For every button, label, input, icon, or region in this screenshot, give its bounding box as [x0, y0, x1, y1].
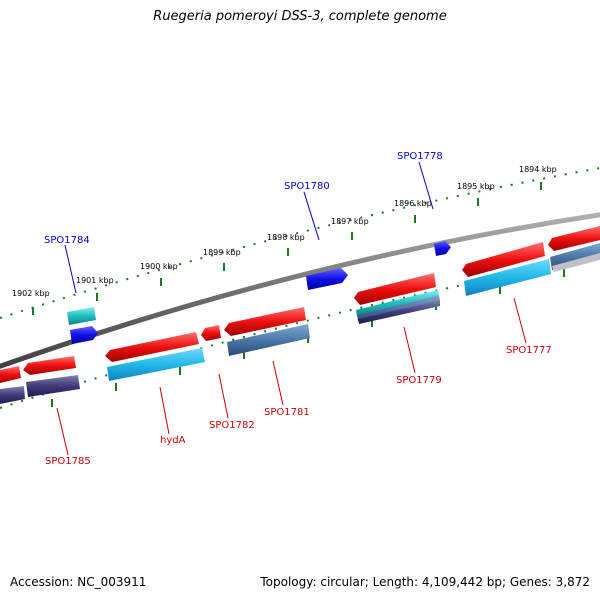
gene-label-spo1784[interactable]: SPO1784	[44, 235, 90, 246]
scale-label-1901: 1901 kbp	[76, 276, 114, 285]
cds-band[interactable]	[67, 307, 96, 325]
scale-label-1898: 1898 kbp	[267, 233, 305, 242]
gene-label-spo1778[interactable]: SPO1778	[397, 151, 443, 162]
cds-band[interactable]	[107, 348, 205, 381]
cds-band[interactable]	[0, 386, 25, 404]
gene-label-spo1782[interactable]: SPO1782	[209, 420, 255, 431]
scale-label-1896: 1896 kbp	[394, 199, 432, 208]
gene-arrow-forward[interactable]	[434, 241, 451, 256]
genome-summary: Topology: circular; Length: 4,109,442 bp…	[260, 575, 590, 589]
cds-band[interactable]	[227, 324, 310, 356]
forward-gene-features	[67, 241, 451, 344]
gene-arrow-reverse[interactable]	[354, 273, 436, 305]
cds-features	[0, 243, 600, 404]
gene-arrow-reverse[interactable]	[23, 356, 76, 375]
gene-arrow-reverse[interactable]	[0, 366, 21, 383]
map-title: Ruegeria pomeroyi DSS-3, complete genome	[153, 9, 447, 24]
label-leaders	[56, 161, 527, 456]
gene-label-spo1777[interactable]: SPO1777	[506, 345, 552, 356]
accession-label: Accession: NC_003911	[10, 575, 147, 589]
scale-label-1900: 1900 kbp	[140, 262, 178, 271]
gene-arrow-reverse[interactable]	[201, 325, 221, 341]
major-ticks	[32, 182, 565, 407]
cds-band[interactable]	[464, 259, 551, 296]
scale-label-1902: 1902 kbp	[12, 289, 50, 298]
gene-label-hyda[interactable]: hydA	[160, 435, 186, 446]
scale-label-1894: 1894 kbp	[519, 165, 557, 174]
gene-label-spo1779[interactable]: SPO1779	[396, 375, 442, 386]
cds-band[interactable]	[552, 253, 600, 272]
gene-label-spo1780[interactable]: SPO1780	[284, 181, 330, 192]
cds-band[interactable]	[356, 290, 439, 316]
gene-label-spo1781[interactable]: SPO1781	[264, 407, 310, 418]
gene-arrow-reverse[interactable]	[105, 332, 199, 362]
cds-band[interactable]	[26, 375, 80, 397]
reverse-gene-features	[0, 226, 600, 383]
scale-label-1897: 1897 kbp	[331, 217, 369, 226]
gene-arrow-forward[interactable]	[306, 268, 348, 290]
gene-arrow-reverse[interactable]	[548, 226, 600, 251]
scale-label-1899: 1899 kbp	[203, 248, 241, 257]
gene-arrow-forward[interactable]	[70, 326, 98, 344]
gene-label-spo1785[interactable]: SPO1785	[45, 456, 91, 467]
gene-arrow-reverse[interactable]	[224, 307, 306, 336]
scale-label-1895: 1895 kbp	[457, 182, 495, 191]
cds-band[interactable]	[358, 300, 440, 324]
gene-arrow-reverse[interactable]	[462, 242, 545, 277]
